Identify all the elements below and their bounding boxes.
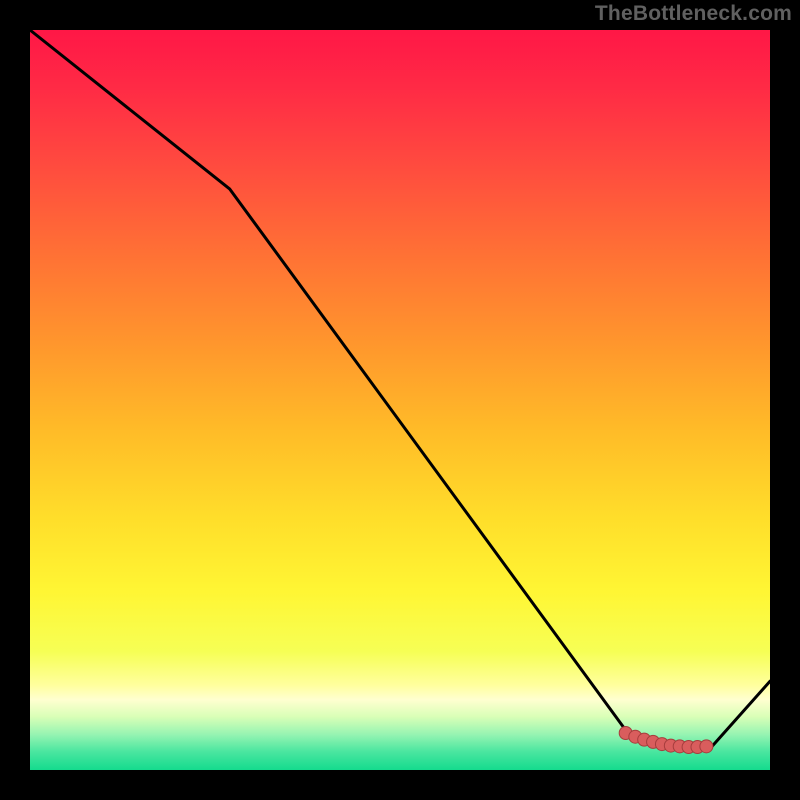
attribution-text: TheBottleneck.com (595, 2, 792, 26)
chart-svg (0, 0, 800, 800)
chart-canvas: { "attribution": "TheBottleneck.com", "c… (0, 0, 800, 800)
marker-dot (700, 740, 713, 753)
gradient-background (30, 30, 770, 770)
